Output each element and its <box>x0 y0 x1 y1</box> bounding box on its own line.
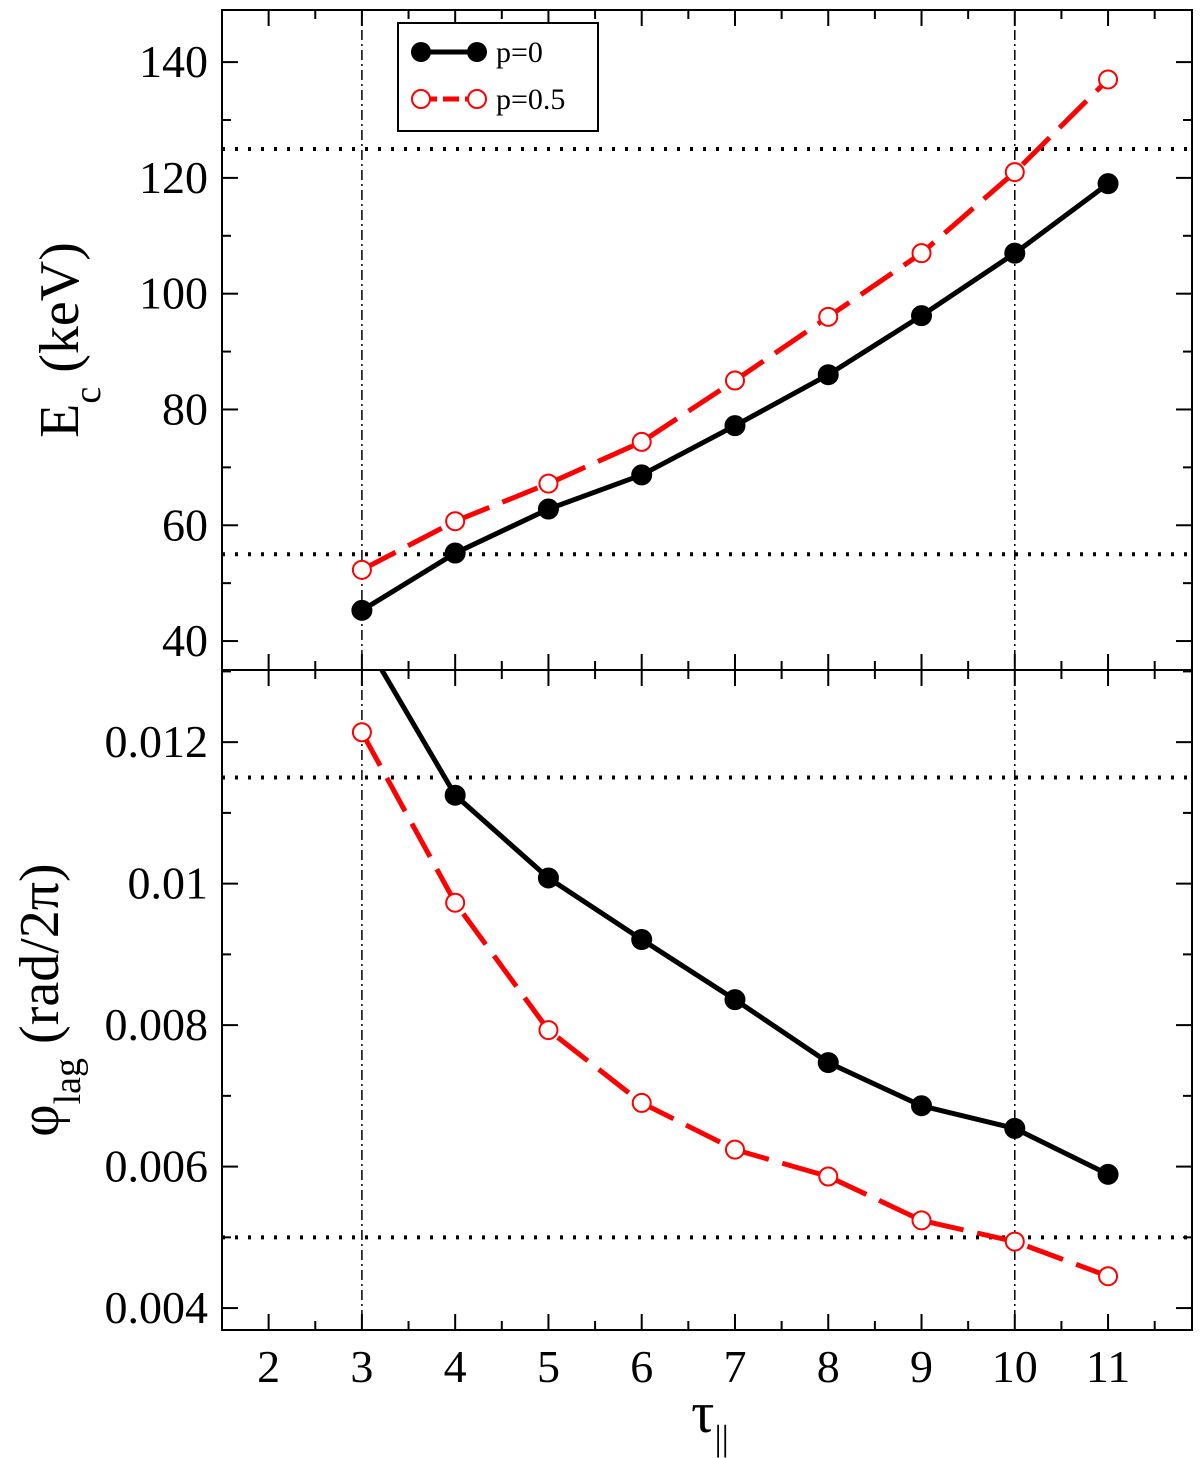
top-point-0 <box>911 305 933 327</box>
top-ylabel: Ec (keV) <box>29 242 109 438</box>
top-ytick-label: 60 <box>162 499 208 550</box>
top-series-line-0 <box>360 181 1110 613</box>
bottom-point-0 <box>631 929 653 951</box>
top-point-1 <box>351 559 372 580</box>
legend-label-1: p=0.5 <box>496 83 565 116</box>
bottom-series-line-0 <box>378 670 1110 1177</box>
legend-marker-0 <box>411 42 431 62</box>
bottom-point-1 <box>351 722 372 743</box>
top-plot-area <box>222 10 1192 670</box>
bottom-point-0 <box>537 867 559 889</box>
top-ytick-label: 100 <box>139 268 208 319</box>
legend: p=0 p=0.5 <box>397 22 599 132</box>
top-ytick-label: 120 <box>139 152 208 203</box>
xtick-label: 8 <box>817 1341 840 1392</box>
bottom-point-1 <box>445 892 466 913</box>
bottom-ylabel: φlag (rad/2π) <box>9 863 89 1136</box>
xtick-label: 9 <box>910 1341 933 1392</box>
top-point-1 <box>724 370 745 391</box>
bottom-point-1 <box>1098 1266 1119 1287</box>
bottom-point-1 <box>631 1092 652 1113</box>
bottom-point-1 <box>538 1020 559 1041</box>
top-point-0 <box>1004 242 1026 264</box>
top-ytick-label: 140 <box>139 36 208 87</box>
xtick-label: 2 <box>257 1341 280 1392</box>
xlabel: τ|| <box>691 1380 729 1458</box>
bottom-ytick-label: 0.01 <box>128 858 209 909</box>
top-point-0 <box>351 599 373 621</box>
top-point-0 <box>444 542 466 564</box>
xtick-label: 3 <box>350 1341 373 1392</box>
top-point-0 <box>724 415 746 437</box>
xtick-label: 6 <box>630 1341 653 1392</box>
bottom-plot-area <box>222 670 1192 1330</box>
bottom-point-1 <box>911 1210 932 1231</box>
top-point-1 <box>1004 162 1025 183</box>
bottom-ytick-label: 0.004 <box>105 1282 209 1333</box>
bottom-point-0 <box>444 784 466 806</box>
bottom-point-1 <box>1004 1231 1025 1252</box>
top-series-line-1 <box>360 77 1110 573</box>
bottom-ytick-label: 0.008 <box>105 999 209 1050</box>
bottom-point-1 <box>724 1139 745 1160</box>
top-point-0 <box>631 464 653 486</box>
top-point-0 <box>817 364 839 386</box>
xtick-label: 4 <box>444 1341 467 1392</box>
top-point-1 <box>631 431 652 452</box>
top-point-1 <box>1098 69 1119 90</box>
xtick-label: 7 <box>723 1341 746 1392</box>
bottom-ytick-label: 0.012 <box>105 716 209 767</box>
legend-label-0: p=0 <box>496 36 543 69</box>
bottom-point-0 <box>817 1052 839 1074</box>
top-panel: 40 60 80 100 120 140 <box>139 9 1193 671</box>
xtick-label: 11 <box>1086 1341 1130 1392</box>
bottom-point-0 <box>911 1095 933 1117</box>
top-ytick-label: 40 <box>162 615 208 666</box>
top-point-1 <box>538 473 559 494</box>
bottom-point-0 <box>1004 1117 1026 1139</box>
top-point-1 <box>911 243 932 264</box>
bottom-point-0 <box>1097 1163 1119 1185</box>
legend-marker-0 <box>467 42 487 62</box>
xtick-label: 10 <box>992 1341 1038 1392</box>
xtick-label: 5 <box>537 1341 560 1392</box>
bottom-point-1 <box>818 1166 839 1187</box>
top-point-1 <box>818 306 839 327</box>
legend-marker-1 <box>467 89 487 109</box>
bottom-panel: 0.004 0.006 0.008 0.01 0.012 2 3 4 5 6 7 8 9 10 11 <box>105 669 1193 1392</box>
axis-titles: Ec (keV) φlag (rad/2π) τ|| <box>9 242 729 1458</box>
bottom-ytick-label: 0.006 <box>105 1141 209 1192</box>
legend-box <box>397 22 599 132</box>
legend-marker-1 <box>411 89 431 109</box>
bottom-plot-frame <box>221 669 1193 1331</box>
top-ytick-label: 80 <box>162 383 208 434</box>
top-point-0 <box>1097 173 1119 195</box>
top-point-0 <box>537 498 559 520</box>
bottom-point-0 <box>724 989 746 1011</box>
top-point-1 <box>445 511 466 532</box>
